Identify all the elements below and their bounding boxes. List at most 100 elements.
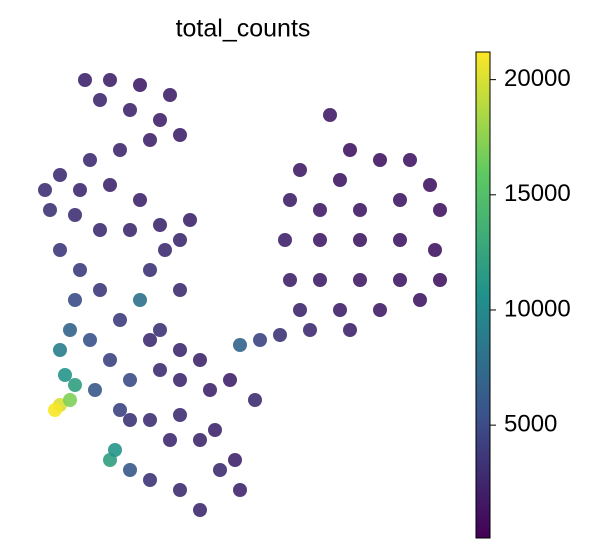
point bbox=[173, 408, 187, 422]
point bbox=[248, 393, 262, 407]
point bbox=[103, 353, 117, 367]
point bbox=[353, 233, 367, 247]
point bbox=[313, 233, 327, 247]
point bbox=[393, 233, 407, 247]
point bbox=[193, 353, 207, 367]
point bbox=[173, 233, 187, 247]
point bbox=[108, 443, 122, 457]
colorbar-tick-label: 5000 bbox=[504, 410, 557, 437]
point bbox=[353, 203, 367, 217]
point bbox=[343, 143, 357, 157]
point bbox=[68, 378, 82, 392]
colorbar-tick-label: 10000 bbox=[504, 295, 571, 322]
point bbox=[273, 328, 287, 342]
point bbox=[83, 153, 97, 167]
point bbox=[163, 88, 177, 102]
point bbox=[78, 73, 92, 87]
point bbox=[173, 343, 187, 357]
point bbox=[93, 93, 107, 107]
point bbox=[203, 383, 217, 397]
point bbox=[393, 273, 407, 287]
point bbox=[133, 193, 147, 207]
point bbox=[303, 323, 317, 337]
point bbox=[283, 273, 297, 287]
point bbox=[373, 153, 387, 167]
point bbox=[123, 373, 137, 387]
point bbox=[333, 173, 347, 187]
point bbox=[133, 78, 147, 92]
point bbox=[433, 203, 447, 217]
point bbox=[143, 333, 157, 347]
point bbox=[103, 73, 117, 87]
point bbox=[233, 483, 247, 497]
point bbox=[253, 333, 267, 347]
point bbox=[143, 413, 157, 427]
point bbox=[103, 178, 117, 192]
point bbox=[278, 233, 292, 247]
point bbox=[153, 218, 167, 232]
point bbox=[313, 273, 327, 287]
point bbox=[63, 393, 77, 407]
point bbox=[113, 403, 127, 417]
point bbox=[93, 283, 107, 297]
point bbox=[323, 108, 337, 122]
point bbox=[293, 163, 307, 177]
point bbox=[293, 303, 307, 317]
point bbox=[183, 213, 197, 227]
point bbox=[423, 178, 437, 192]
point bbox=[123, 223, 137, 237]
point bbox=[283, 193, 297, 207]
point bbox=[193, 433, 207, 447]
point bbox=[113, 143, 127, 157]
point bbox=[173, 283, 187, 297]
point bbox=[143, 473, 157, 487]
chart-title: total_counts bbox=[176, 15, 311, 43]
point bbox=[123, 413, 137, 427]
point bbox=[433, 273, 447, 287]
point bbox=[48, 403, 62, 417]
point bbox=[58, 368, 72, 382]
point bbox=[153, 113, 167, 127]
point bbox=[403, 153, 417, 167]
point bbox=[173, 128, 187, 142]
point bbox=[343, 323, 357, 337]
point bbox=[88, 383, 102, 397]
point bbox=[233, 338, 247, 352]
colorbar-tick-label: 20000 bbox=[504, 65, 571, 92]
point bbox=[393, 193, 407, 207]
point bbox=[153, 323, 167, 337]
point bbox=[73, 183, 87, 197]
point bbox=[228, 453, 242, 467]
point bbox=[333, 303, 347, 317]
point bbox=[43, 203, 57, 217]
point bbox=[173, 483, 187, 497]
point bbox=[373, 303, 387, 317]
points bbox=[38, 73, 447, 517]
point bbox=[123, 103, 137, 117]
point bbox=[223, 373, 237, 387]
point bbox=[153, 363, 167, 377]
point bbox=[193, 503, 207, 517]
point bbox=[73, 263, 87, 277]
point bbox=[213, 463, 227, 477]
point bbox=[83, 333, 97, 347]
point bbox=[68, 208, 82, 222]
point bbox=[53, 243, 67, 257]
point bbox=[428, 243, 442, 257]
point bbox=[158, 243, 172, 257]
point bbox=[53, 168, 67, 182]
point bbox=[93, 223, 107, 237]
point bbox=[113, 313, 127, 327]
colorbar bbox=[475, 51, 491, 539]
point bbox=[53, 343, 67, 357]
point bbox=[163, 433, 177, 447]
point bbox=[133, 293, 147, 307]
point bbox=[353, 273, 367, 287]
point bbox=[313, 203, 327, 217]
point bbox=[173, 373, 187, 387]
point bbox=[413, 293, 427, 307]
colorbar-tick-label: 15000 bbox=[504, 180, 571, 207]
point bbox=[63, 323, 77, 337]
point bbox=[123, 463, 137, 477]
point bbox=[38, 183, 52, 197]
